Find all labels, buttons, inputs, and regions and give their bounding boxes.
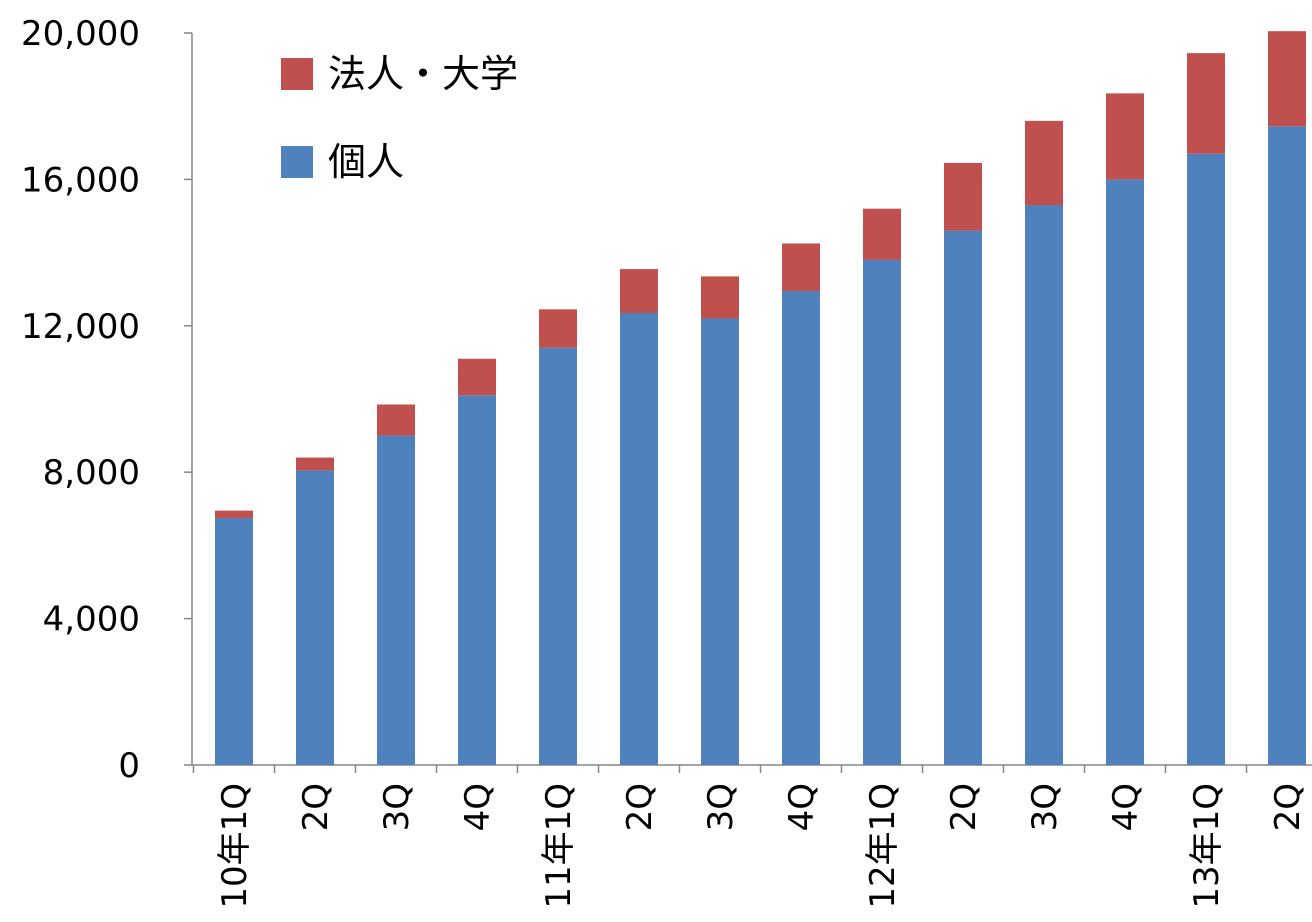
bar-segment <box>1187 153 1225 765</box>
bar-segment <box>296 470 334 765</box>
bar-segment <box>863 259 901 765</box>
legend-swatch <box>281 58 313 90</box>
bar-segment <box>458 395 496 765</box>
x-category-label: 4Q <box>458 783 498 831</box>
bar-segment <box>701 318 739 765</box>
y-tick-label: 8,000 <box>43 453 140 493</box>
bar-segment <box>944 230 982 765</box>
legend-label: 法人・大学 <box>328 52 518 96</box>
bar-segment <box>863 208 901 260</box>
bar-segment <box>215 517 253 765</box>
bar-segment <box>296 457 334 471</box>
legend-swatch <box>281 146 313 178</box>
bar-segment <box>1106 93 1144 180</box>
x-axis <box>192 764 1312 773</box>
bar-segment <box>1025 205 1063 765</box>
bar-segment <box>1268 31 1306 127</box>
bar-segment <box>539 347 577 765</box>
y-tick-label: 0 <box>118 746 140 786</box>
x-category-label: 3Q <box>1025 783 1065 831</box>
x-category-label: 2Q <box>296 783 336 831</box>
x-category-label: 2Q <box>944 783 984 831</box>
bar-segment <box>377 404 415 436</box>
bar-segment <box>620 312 658 765</box>
bar-segment <box>782 243 820 292</box>
x-category-label: 11年1Q <box>539 783 579 909</box>
y-axis: 0 4,000 8,000 12,000 16,000 20,000 <box>21 14 193 786</box>
y-tick-label: 20,000 <box>21 14 140 54</box>
bar-segment <box>1025 120 1063 206</box>
x-category-label: 4Q <box>1106 783 1146 831</box>
x-category-label: 3Q <box>377 783 417 831</box>
bar-segment <box>539 309 577 348</box>
x-category-label: 4Q <box>782 783 822 831</box>
bar-segment <box>701 276 739 319</box>
legend-label: 個人 <box>328 140 404 184</box>
bar-segment <box>944 162 982 231</box>
x-category-label: 2Q <box>620 783 660 831</box>
bars <box>215 31 1306 765</box>
x-category-label: 3Q <box>701 783 741 831</box>
x-category-label: 10年1Q <box>215 783 255 909</box>
bar-segment <box>1106 179 1144 765</box>
y-tick-label: 4,000 <box>43 600 140 640</box>
x-category-label: 13年1Q <box>1187 783 1227 909</box>
bar-segment <box>1187 53 1225 154</box>
y-tick-label: 12,000 <box>21 307 140 347</box>
bar-segment <box>1268 126 1306 765</box>
x-category-label: 12年1Q <box>863 783 903 909</box>
bar-segment <box>215 510 253 518</box>
bar-segment <box>458 358 496 396</box>
bar-segment <box>620 269 658 313</box>
bar-segment <box>377 435 415 765</box>
y-tick-label: 16,000 <box>21 160 140 200</box>
category-labels: 10年1Q 2Q 3Q 4Q 11年1Q 2Q 3Q 4Q 12年1Q 2Q 3Q 4Q 13年1Q 2Q <box>215 783 1308 909</box>
bar-segment <box>782 291 820 765</box>
x-category-label: 2Q <box>1268 783 1308 831</box>
